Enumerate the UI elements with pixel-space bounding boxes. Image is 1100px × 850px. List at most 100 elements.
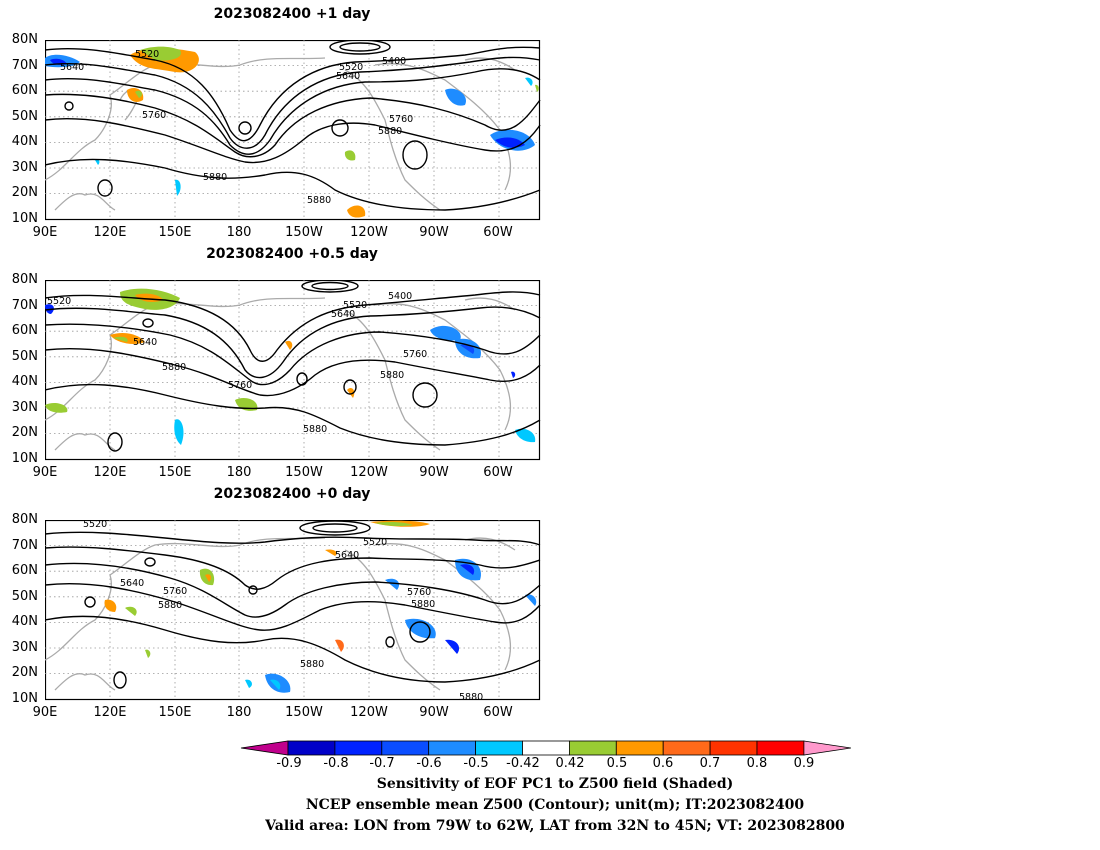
contour-label: 5400 — [382, 56, 406, 67]
colorbar-label: -0.8 — [323, 756, 349, 771]
colorbar-label: 0.5 — [606, 756, 628, 771]
lat-label: 20N — [11, 665, 38, 680]
colorbar-label: 0.9 — [793, 756, 815, 771]
lon-label: 90E — [32, 465, 58, 480]
lat-label: 50N — [11, 349, 38, 364]
panel-1-map: 5520 5640 5520 5640 5400 5760 5760 5880 … — [45, 40, 541, 221]
lat-label: 20N — [11, 425, 38, 440]
contour-label: 5520 — [135, 49, 159, 60]
lon-label: 60W — [483, 705, 513, 720]
contour-label: 5400 — [388, 291, 412, 302]
contour-label: 5760 — [163, 586, 187, 597]
colorbar-label: 0.7 — [699, 756, 721, 771]
sensitivity-shading — [45, 46, 539, 218]
lon-label: 150W — [285, 225, 323, 240]
colorbar-label: -0.7 — [369, 756, 395, 771]
contour-label: 5520 — [47, 296, 71, 307]
contour-label: 5640 — [60, 62, 84, 73]
contour-label: 5760 — [389, 114, 413, 125]
lat-label: 30N — [11, 400, 38, 415]
lat-label: 30N — [11, 640, 38, 655]
contour-label: 5520 — [343, 300, 367, 311]
colorbar-swatch — [709, 740, 758, 756]
panel-3-map: 5520 5520 5640 5640 5760 5880 5760 5880 … — [45, 520, 541, 702]
lat-label: 60N — [11, 83, 38, 98]
lon-label: 120E — [93, 225, 127, 240]
contour-label: 5760 — [407, 587, 431, 598]
contour-label: 5880 — [203, 172, 227, 183]
colorbar-label: -0.9 — [276, 756, 302, 771]
colorbar-swatch — [428, 740, 476, 756]
contour-label: 5880 — [307, 195, 331, 206]
z500-contours — [45, 40, 541, 211]
colorbar-arrow-high — [803, 740, 851, 756]
caption-line-1: Sensitivity of EOF PC1 to Z500 field (Sh… — [376, 776, 734, 792]
lat-label: 70N — [11, 58, 38, 73]
contour-label: 5760 — [142, 110, 166, 121]
lat-label: 60N — [11, 563, 38, 578]
contour-label: 5880 — [378, 126, 402, 137]
lon-label: 60W — [483, 225, 513, 240]
z500-contours — [45, 280, 541, 452]
colorbar-swatch — [381, 740, 430, 756]
lon-label: 90E — [32, 705, 58, 720]
lat-label: 80N — [11, 32, 38, 47]
colorbar-label: -0.6 — [416, 756, 442, 771]
contour-label: 5520 — [339, 62, 363, 73]
lon-label: 90W — [419, 465, 449, 480]
lon-label: 120E — [93, 465, 127, 480]
contour-label: 5760 — [403, 349, 427, 360]
colorbar-swatch — [756, 740, 805, 756]
lat-label: 50N — [11, 109, 38, 124]
lat-label: 70N — [11, 298, 38, 313]
contour-label: 5520 — [363, 537, 387, 548]
lon-label: 150E — [158, 465, 192, 480]
contour-label: 5880 — [300, 659, 324, 670]
lon-label: 150W — [285, 465, 323, 480]
lon-label: 180 — [226, 705, 252, 720]
lon-label: 180 — [226, 225, 252, 240]
colorbar-swatch — [662, 740, 711, 756]
lat-label: 20N — [11, 185, 38, 200]
colorbar-swatch — [334, 740, 383, 756]
contour-label: 5640 — [335, 550, 359, 561]
contour-label: 5880 — [411, 599, 435, 610]
lat-label: 80N — [11, 272, 38, 287]
lon-label: 90W — [419, 225, 449, 240]
lat-label: 70N — [11, 538, 38, 553]
caption-line-2: NCEP ensemble mean Z500 (Contour); unit(… — [305, 797, 805, 813]
colorbar-label: 0.6 — [652, 756, 674, 771]
lat-label: 10N — [11, 451, 38, 466]
contour-label: 5880 — [380, 370, 404, 381]
contour-labels: 5520 5520 5640 5640 5760 5880 5760 5880 … — [83, 520, 483, 702]
contour-label: 5760 — [228, 380, 252, 391]
lon-label: 150E — [158, 705, 192, 720]
contour-label: 5880 — [162, 362, 186, 373]
sensitivity-shading — [104, 520, 537, 693]
contour-label: 5640 — [133, 337, 157, 348]
contour-labels: 5520 5520 5640 5400 5640 5760 5880 5760 … — [47, 291, 427, 435]
contour-label: 5520 — [83, 520, 107, 530]
colorbar-label: -0.5 — [463, 756, 489, 771]
colorbar-label: 0.8 — [746, 756, 768, 771]
panel-3-title: 2023082400 +0 day — [213, 486, 371, 502]
lat-label: 40N — [11, 614, 38, 629]
lon-label: 180 — [226, 465, 252, 480]
contour-label: 5880 — [158, 600, 182, 611]
lon-label: 90W — [419, 705, 449, 720]
colorbar-swatches — [240, 740, 851, 756]
colorbar-label: 0.42 — [555, 756, 585, 771]
colorbar-label: -0.42 — [506, 756, 540, 771]
caption-line-3: Valid area: LON from 79W to 62W, LAT fro… — [265, 818, 845, 834]
lon-label: 120E — [93, 705, 127, 720]
colorbar-swatch — [287, 740, 336, 756]
contour-label: 5880 — [303, 424, 327, 435]
lat-label: 50N — [11, 589, 38, 604]
lon-label: 120W — [350, 705, 388, 720]
lon-label: 120W — [350, 465, 388, 480]
panel-1-title: 2023082400 +1 day — [213, 6, 371, 22]
lon-label: 150W — [285, 705, 323, 720]
lat-label: 10N — [11, 211, 38, 226]
contour-label: 5880 — [459, 692, 483, 702]
lat-label: 40N — [11, 134, 38, 149]
